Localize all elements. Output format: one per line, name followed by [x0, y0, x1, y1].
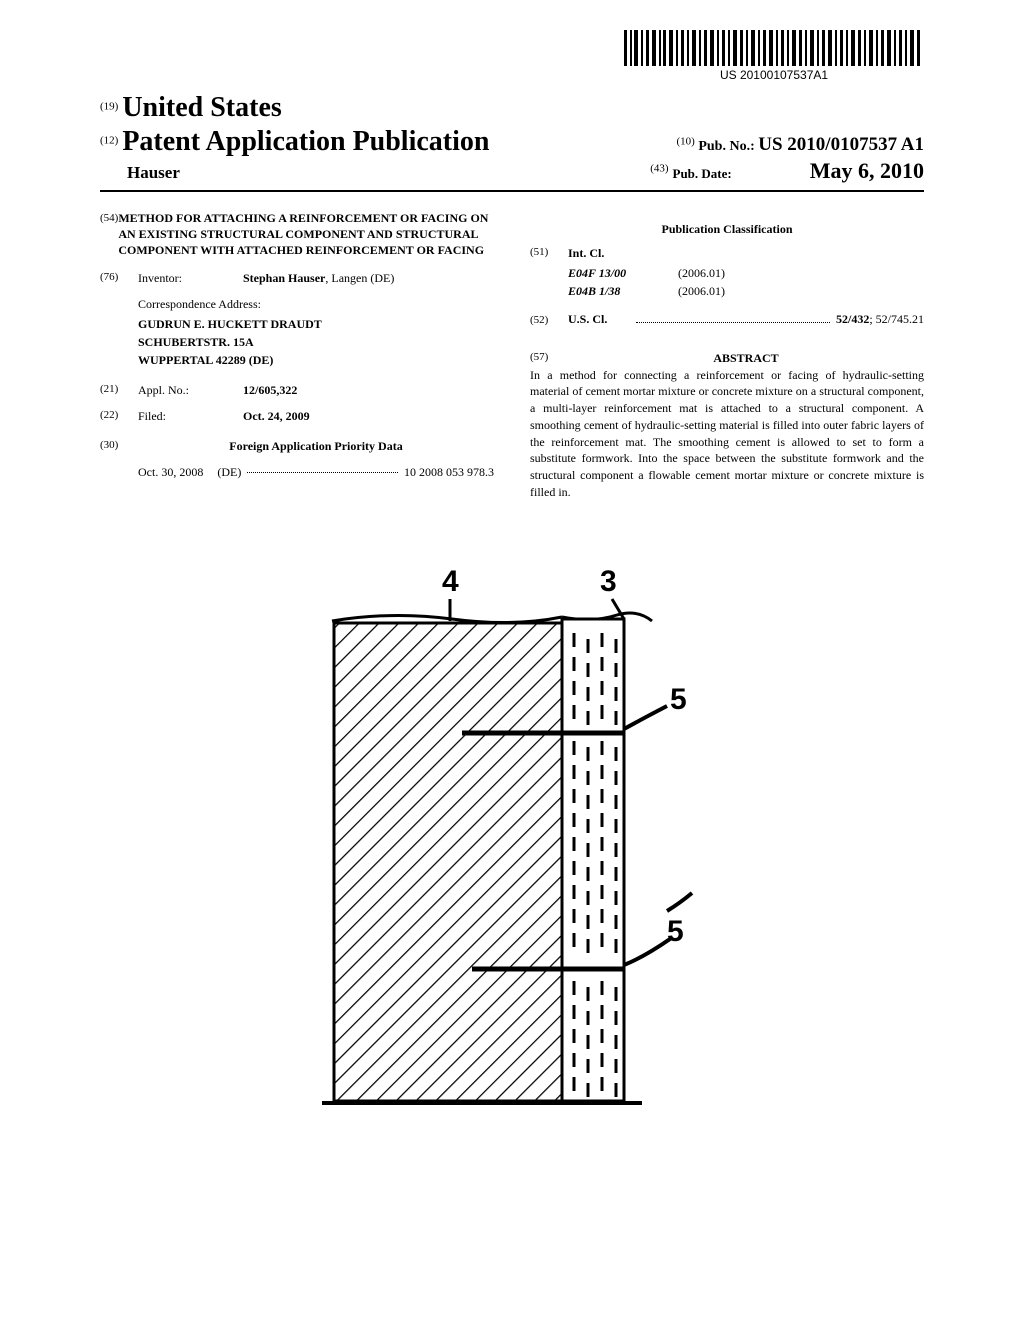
priority-number: 10 2008 053 978.3 — [404, 463, 494, 481]
barcode-text: US 20100107537A1 — [624, 68, 924, 82]
correspondence-line-1: SCHUBERTSTR. 15A — [138, 333, 494, 351]
inventor-value: Stephan Hauser, Langen (DE) — [243, 269, 494, 287]
uscl-value-bold: 52/432 — [836, 312, 869, 326]
code-19: (19) — [100, 101, 118, 113]
pub-no-label: Pub. No.: — [698, 139, 754, 154]
code-30: (30) — [100, 437, 138, 455]
inventor-surname: Hauser — [127, 163, 180, 182]
abstract-text: In a method for connecting a reinforceme… — [530, 367, 924, 501]
intcl-row: (51) Int. Cl. — [530, 244, 924, 262]
appl-value: 12/605,322 — [243, 381, 494, 399]
inventor-row: Hauser (43) Pub. Date: May 6, 2010 — [100, 158, 924, 192]
left-column: (54) METHOD FOR ATTACHING A REINFORCEMEN… — [100, 210, 494, 501]
intcl-entry-0: E04F 13/00 (2006.01) — [568, 264, 924, 282]
uscl-value-rest: ; 52/745.21 — [869, 312, 924, 326]
appl-no-row: (21) Appl. No.: 12/605,322 — [100, 381, 494, 399]
header-row-1: (19) United States — [100, 92, 924, 124]
intcl-entry-1-code: E04B 1/38 — [568, 282, 678, 300]
code-57: (57) — [530, 349, 568, 367]
inventor-field: (76) Inventor: Stephan Hauser, Langen (D… — [100, 269, 494, 287]
code-12: (12) — [100, 135, 118, 147]
inventor-name-bold: Stephan Hauser — [243, 271, 325, 285]
patent-figure: 4 3 5 5 — [272, 551, 752, 1111]
figure-container: 4 3 5 5 — [100, 551, 924, 1116]
priority-data-row: Oct. 30, 2008 (DE) 10 2008 053 978.3 — [138, 463, 494, 481]
invention-title: METHOD FOR ATTACHING A REINFORCEMENT OR … — [118, 210, 494, 259]
code-10: (10) — [677, 135, 695, 147]
intcl-entry-0-code: E04F 13/00 — [568, 264, 678, 282]
appl-label: Appl. No.: — [138, 381, 243, 399]
figure-label-4: 4 — [442, 565, 459, 598]
intcl-entries: E04F 13/00 (2006.01) E04B 1/38 (2006.01) — [568, 264, 924, 300]
filed-value: Oct. 24, 2009 — [243, 407, 494, 425]
publication-type: Patent Application Publication — [122, 126, 489, 157]
correspondence-line-2: WUPPERTAL 42289 (DE) — [138, 351, 494, 369]
title-row: (54) METHOD FOR ATTACHING A REINFORCEMEN… — [100, 210, 494, 259]
intcl-entry-0-year: (2006.01) — [678, 264, 725, 282]
correspondence-label: Correspondence Address: — [138, 295, 494, 313]
figure-label-3: 3 — [600, 565, 617, 598]
priority-heading: Foreign Application Priority Data — [138, 437, 494, 455]
intcl-label: Int. Cl. — [568, 244, 630, 262]
code-51: (51) — [530, 244, 568, 262]
code-52: (52) — [530, 312, 568, 329]
pub-date-value: May 6, 2010 — [810, 158, 924, 183]
code-76: (76) — [100, 269, 138, 287]
code-54: (54) — [100, 210, 118, 259]
uscl-row: (52) U.S. Cl. 52/432; 52/745.21 — [530, 310, 924, 329]
intcl-entry-1-year: (2006.01) — [678, 282, 725, 300]
abstract-heading: ABSTRACT — [568, 349, 924, 367]
right-column: Publication Classification (51) Int. Cl.… — [530, 210, 924, 501]
priority-date: Oct. 30, 2008 — [138, 463, 203, 481]
correspondence-line-0: GUDRUN E. HUCKETT DRAUDT — [138, 315, 494, 333]
barcode-svg — [624, 30, 924, 66]
barcode: US 20100107537A1 — [624, 30, 924, 82]
uscl-label: U.S. Cl. — [568, 310, 630, 328]
pub-title-row: (12) Patent Application Publication (10)… — [100, 126, 924, 158]
filed-label: Filed: — [138, 407, 243, 425]
inventor-rest: , Langen (DE) — [325, 271, 394, 285]
filed-row: (22) Filed: Oct. 24, 2009 — [100, 407, 494, 425]
code-43: (43) — [650, 163, 668, 175]
dotted-leader-2 — [636, 313, 830, 323]
code-21: (21) — [100, 381, 138, 399]
priority-country: (DE) — [217, 463, 241, 481]
code-22: (22) — [100, 407, 138, 425]
intcl-entry-1: E04B 1/38 (2006.01) — [568, 282, 924, 300]
pub-date-label: Pub. Date: — [673, 166, 732, 181]
uscl-value: 52/432; 52/745.21 — [836, 310, 924, 328]
figure-label-5-lower: 5 — [667, 915, 684, 948]
correspondence-block: Correspondence Address: GUDRUN E. HUCKET… — [138, 295, 494, 369]
barcode-section: US 20100107537A1 — [100, 30, 924, 84]
figure-label-5-upper: 5 — [670, 683, 687, 716]
priority-heading-row: (30) Foreign Application Priority Data — [100, 437, 494, 455]
dotted-leader — [247, 463, 398, 473]
inventor-label: Inventor: — [138, 269, 243, 287]
two-column-layout: (54) METHOD FOR ATTACHING A REINFORCEMEN… — [100, 210, 924, 501]
classification-heading: Publication Classification — [530, 220, 924, 238]
pub-no-value: US 2010/0107537 A1 — [758, 134, 924, 155]
abstract-heading-row: (57) ABSTRACT — [530, 349, 924, 367]
country-name: United States — [122, 92, 281, 123]
